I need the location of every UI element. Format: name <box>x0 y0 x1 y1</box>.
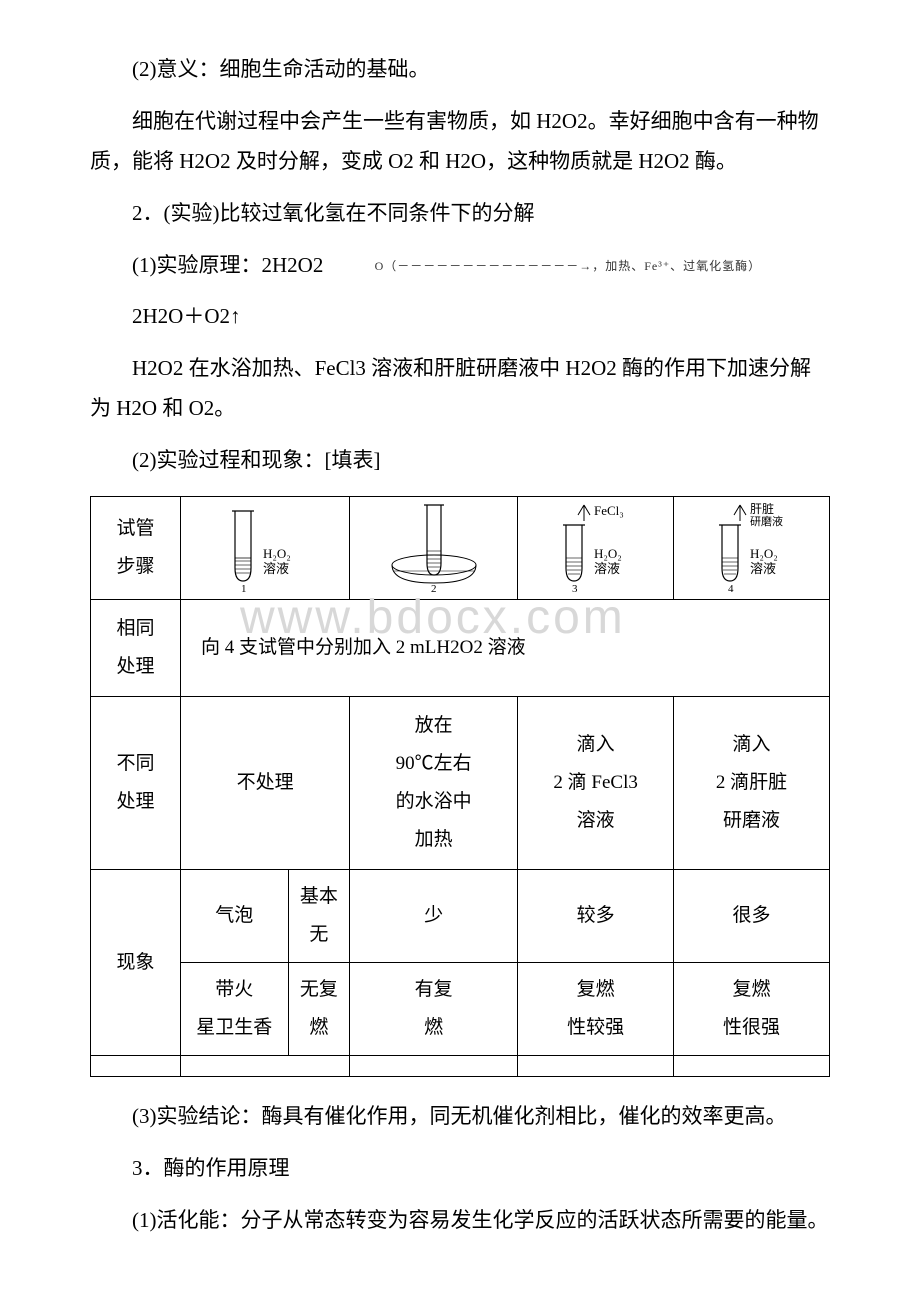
table-row-bubble: 现象 气泡 基本无 少 较多 很多 <box>91 870 830 963</box>
row-spark-c2: 有复燃 <box>350 963 518 1056</box>
row-diff-c1: 不处理 <box>181 697 350 870</box>
paragraph-conclusion: (3)实验结论：酶具有催化作用，同无机催化剂相比，催化的效率更高。 <box>90 1097 830 1137</box>
experiment-table: 试管 步骤 H₂O₂ 溶液 1 <box>90 496 830 1077</box>
empty-cell-4 <box>518 1056 674 1077</box>
svg-text:2: 2 <box>431 583 437 593</box>
tube-cell-4: 肝脏 研磨液 H₂O₂ 溶液 4 <box>674 497 830 600</box>
empty-cell-2 <box>181 1056 350 1077</box>
paragraph-meaning: (2)意义：细胞生命活动的基础。 <box>90 50 830 90</box>
svg-text:溶液: 溶液 <box>263 561 289 576</box>
paragraph-experiment-title: 2．(实验)比较过氧化氢在不同条件下的分解 <box>90 194 830 234</box>
svg-text:肝脏: 肝脏 <box>750 503 774 516</box>
header-step-label: 步骤 <box>99 548 172 586</box>
empty-cell-1 <box>91 1056 181 1077</box>
row-bubble-c3: 较多 <box>518 870 674 963</box>
row-bubble-c4: 很多 <box>674 870 830 963</box>
svg-text:1: 1 <box>241 583 247 593</box>
svg-text:溶液: 溶液 <box>594 561 620 576</box>
table-header-row: 试管 步骤 H₂O₂ 溶液 1 <box>91 497 830 600</box>
row-spark-c1: 无复燃 <box>288 963 350 1056</box>
row-diff-label: 不同处理 <box>91 697 181 870</box>
eq-suffix: →，加热、Fe³⁺、过氧化氢酶） <box>579 259 761 273</box>
row-bubble-c2: 少 <box>350 870 518 963</box>
row-bubble-label: 气泡 <box>181 870 289 963</box>
row-spark-label: 带火星卫生香 <box>181 963 289 1056</box>
tube-2-icon: 2 <box>369 503 499 593</box>
row-spark-c3: 复燃性较强 <box>518 963 674 1056</box>
tube-4-icon: 肝脏 研磨液 H₂O₂ 溶液 4 <box>692 503 812 593</box>
header-tube-label: 试管 <box>99 510 172 548</box>
row-diff-c3: 滴入2 滴 FeCl3溶液 <box>518 697 674 870</box>
svg-text:H₂O₂: H₂O₂ <box>750 546 778 561</box>
row-same-content: 向 4 支试管中分别加入 2 mLH2O2 溶液 <box>181 600 830 697</box>
svg-text:4: 4 <box>728 583 734 593</box>
svg-text:H₂O₂: H₂O₂ <box>263 546 291 561</box>
svg-text:研磨液: 研磨液 <box>750 514 783 528</box>
paragraph-enzyme-principle: 3．酶的作用原理 <box>90 1149 830 1189</box>
paragraph-table-intro: (2)实验过程和现象：[填表] <box>90 441 830 481</box>
row-diff-c4: 滴入2 滴肝脏研磨液 <box>674 697 830 870</box>
paragraph-activation-energy: (1)活化能：分子从常态转变为容易发生化学反应的活跃状态所需要的能量。 <box>90 1201 830 1241</box>
principle-prefix: (1)实验原理：2H2O2 <box>132 253 329 277</box>
svg-text:H₂O₂: H₂O₂ <box>594 546 622 561</box>
tube-cell-1: H₂O₂ 溶液 1 <box>181 497 350 600</box>
paragraph-products: 2H2O＋O2↑ <box>90 297 830 337</box>
tube-3-icon: FeCl₃ H₂O₂ 溶液 3 <box>536 503 656 593</box>
svg-text:溶液: 溶液 <box>750 561 776 576</box>
table-row-spark: 带火星卫生香 无复燃 有复燃 复燃性较强 复燃性很强 <box>91 963 830 1056</box>
empty-cell-5 <box>674 1056 830 1077</box>
eq-dashes: O（－－－－－－－－－－－－－－ <box>375 259 580 273</box>
tube-1-icon: H₂O₂ 溶液 1 <box>205 503 325 593</box>
row-phenom-label: 现象 <box>91 870 181 1056</box>
svg-text:3: 3 <box>572 583 578 593</box>
table-row-diff: 不同处理 不处理 放在90℃左右的水浴中加热 滴入2 滴 FeCl3溶液 滴入2… <box>91 697 830 870</box>
row-bubble-c1: 基本无 <box>288 870 350 963</box>
paragraph-h2o2-intro: 细胞在代谢过程中会产生一些有害物质，如 H2O2。幸好细胞中含有一种物质，能将 … <box>90 102 830 182</box>
paragraph-principle: (1)实验原理：2H2O2 O（－－－－－－－－－－－－－－→，加热、Fe³⁺、… <box>90 246 830 286</box>
svg-text:FeCl₃: FeCl₃ <box>594 503 624 518</box>
equation-condition: O（－－－－－－－－－－－－－－→，加热、Fe³⁺、过氧化氢酶） <box>333 255 762 278</box>
row-diff-c2: 放在90℃左右的水浴中加热 <box>350 697 518 870</box>
table-row-same: 相同处理 向 4 支试管中分别加入 2 mLH2O2 溶液 <box>91 600 830 697</box>
table-row-empty <box>91 1056 830 1077</box>
paragraph-explanation: H2O2 在水浴加热、FeCl3 溶液和肝脏研磨液中 H2O2 酶的作用下加速分… <box>90 349 830 429</box>
row-spark-c4: 复燃性很强 <box>674 963 830 1056</box>
tube-cell-2: 2 <box>350 497 518 600</box>
tube-cell-3: FeCl₃ H₂O₂ 溶液 3 <box>518 497 674 600</box>
empty-cell-3 <box>350 1056 518 1077</box>
row-same-label: 相同处理 <box>91 600 181 697</box>
header-tube-step: 试管 步骤 <box>91 497 181 600</box>
